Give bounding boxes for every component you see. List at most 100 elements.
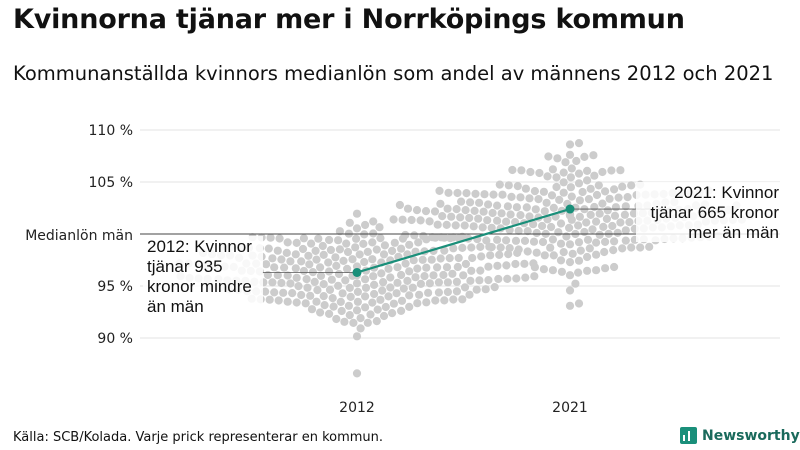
dot-2012-79 [361,283,371,292]
dot-2021-37 [645,242,654,251]
dot-2021-266 [552,173,561,182]
dot-2021-276 [517,166,526,175]
dot-2021-172 [540,207,549,216]
highlight-point-2012 [352,267,362,277]
dot-2021-248 [435,186,444,195]
dot-2021-155 [586,210,595,219]
dot-2021-235 [471,189,480,198]
dot-2021-224 [507,192,516,201]
dot-2021-110 [529,220,538,229]
dot-2021-270 [535,168,544,178]
dot-2021-237 [462,189,471,198]
dot-2012-129 [530,272,539,281]
dot-2012-289 [369,217,378,226]
dot-2012-21 [381,302,390,312]
dot-2021-118 [592,217,601,226]
dot-2021-162 [629,209,639,218]
dot-2021-256 [513,182,522,191]
dot-2021-262 [574,179,584,188]
dot-2012-121 [512,274,521,283]
dot-2021-122 [493,216,502,225]
dot-2012-155 [384,264,393,273]
dot-2012-14 [316,308,325,317]
brand-name: Newsworthy [702,427,800,444]
dot-2012-40 [376,295,385,304]
dot-2012-258 [342,239,351,248]
dot-2012-201 [368,255,377,264]
dot-2021-263 [559,178,568,187]
dot-2012-30 [292,298,301,307]
dot-2012-98 [268,278,277,287]
dot-2012-107 [466,276,475,285]
dot-2012-27 [301,299,310,308]
annotation-2012-line-0: 2012: Kvinnor [147,237,252,256]
dot-2012-85 [490,283,499,292]
dot-2012-91 [416,279,425,288]
dot-2012-287 [361,220,370,230]
dot-2012-57 [338,289,347,298]
dot-2012-242 [264,244,273,253]
dot-2012-232 [388,246,397,255]
dot-2021-52 [583,235,593,244]
dot-2012-178 [461,259,470,269]
dot-2021-281 [561,158,570,167]
dot-2012-198 [312,255,321,264]
dot-2021-2 [565,286,575,295]
dot-2021-19 [540,251,549,260]
dot-2012-266 [325,235,334,245]
dot-2021-185 [452,205,461,214]
dot-2021-272 [598,167,607,177]
dot-2021-29 [585,244,594,253]
dot-2012-211 [477,252,486,261]
dot-2021-31 [505,244,514,253]
dot-2012-268 [352,234,361,243]
dot-2012-42 [449,295,458,304]
dot-2012-9 [379,311,389,321]
dot-2021-125 [416,216,425,225]
dot-2012-262 [414,238,423,247]
dot-2012-84 [460,283,470,292]
dot-2012-17 [352,306,362,315]
dot-2021-87 [588,225,597,234]
dot-2021-287 [565,150,575,159]
dot-2021-227 [592,190,602,200]
dot-2021-94 [478,223,487,232]
dot-2021-44 [529,237,539,246]
dot-2021-132 [398,215,407,224]
dot-2021-67 [428,233,437,242]
dot-2012-117 [494,274,503,284]
dot-2012-139 [439,270,448,280]
dot-2021-265 [566,173,576,182]
dot-2021-259 [504,181,513,190]
dot-2012-61 [279,288,288,297]
dot-2012-131 [316,271,326,280]
dot-2012-70 [378,286,387,295]
dot-2021-105 [451,221,460,230]
dot-2012-147 [405,267,414,276]
dot-2012-199 [277,255,286,264]
dot-2021-48 [621,236,630,245]
dot-2012-177 [262,260,271,269]
brand-logo[interactable]: Newsworthy [680,427,800,444]
dot-2021-20 [592,250,601,259]
dot-2012-0 [352,369,362,378]
dot-2021-192 [611,203,621,212]
dot-2012-12 [325,309,334,318]
dot-2012-240 [298,244,308,254]
dot-2021-193 [512,203,522,212]
dot-2012-32 [336,297,345,306]
dot-2012-172 [493,261,502,270]
dot-2021-282 [572,156,581,166]
dot-2021-49 [482,236,491,245]
dot-2021-17 [583,252,592,262]
dot-2021-161 [595,209,604,218]
dot-2021-85 [621,226,630,235]
dot-2021-136 [602,214,612,223]
dot-2012-285 [352,224,362,233]
dot-2012-25 [320,301,329,310]
dot-2021-284 [580,152,589,161]
chart-title: Kvinnorna tjänar mer i Norrköpings kommu… [13,4,685,35]
dot-2021-7 [583,266,592,275]
dot-2012-255 [380,241,389,250]
